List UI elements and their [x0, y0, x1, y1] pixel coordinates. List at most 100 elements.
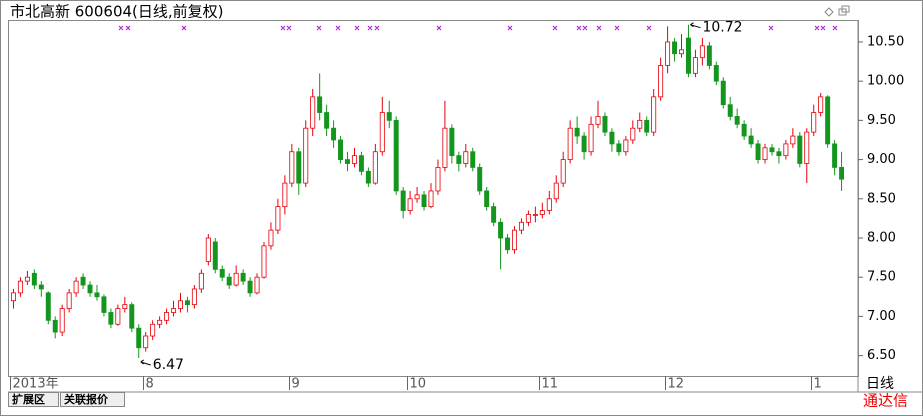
candle-body — [177, 300, 183, 309]
candle-body — [136, 327, 142, 349]
candle-body — [755, 143, 761, 160]
y-tick-label: 9.00 — [867, 152, 896, 167]
candle-body — [825, 96, 831, 145]
candle-body — [630, 127, 636, 141]
candle-body — [59, 308, 65, 333]
candle-body — [672, 41, 678, 55]
candle-body — [372, 151, 378, 184]
candle-body — [463, 151, 469, 164]
candle-body — [198, 272, 204, 290]
annotation-label: 6.47 — [153, 357, 184, 373]
candle-body — [449, 127, 455, 157]
candle-body — [400, 190, 406, 211]
candle-body — [658, 65, 664, 98]
candle-body — [87, 284, 93, 294]
y-tick-label: 10.50 — [867, 34, 904, 49]
candle-body — [609, 131, 615, 145]
candle-body — [38, 284, 44, 290]
tab-label[interactable]: 扩展区 — [12, 392, 45, 406]
y-tick-label: 8.00 — [867, 230, 896, 245]
candle-body — [595, 116, 601, 125]
candle-body — [811, 112, 817, 133]
candle-body — [706, 45, 712, 66]
window-icons — [824, 5, 850, 17]
candle-body — [414, 194, 420, 200]
candle-body — [428, 190, 434, 208]
candle-body — [818, 96, 824, 113]
candle-body — [101, 296, 107, 313]
period-label: 日线 — [866, 376, 894, 392]
candle-body — [122, 304, 128, 309]
y-tick-label: 7.00 — [867, 309, 896, 324]
brand: 通达信 — [863, 392, 908, 410]
candle-body — [171, 308, 177, 313]
y-tick-label: 9.50 — [867, 113, 896, 128]
candle-body — [191, 288, 197, 306]
candle-body — [129, 304, 135, 329]
tab-label[interactable]: 关联报价 — [64, 392, 109, 406]
candle-body — [518, 221, 524, 231]
candle-body — [310, 96, 316, 129]
candle-body — [296, 151, 302, 184]
candle-body — [727, 104, 733, 117]
candle-body — [351, 155, 357, 164]
annotation-arrow — [690, 22, 701, 29]
candle-body — [324, 112, 330, 129]
candle-body — [386, 112, 392, 121]
info-markers — [118, 25, 838, 31]
candle-body — [525, 214, 531, 223]
candle-body — [762, 147, 768, 160]
candle-body — [219, 268, 225, 278]
candle-body — [616, 143, 622, 153]
y-tick-label: 8.50 — [867, 191, 896, 206]
candle-body — [720, 80, 726, 106]
tab[interactable] — [60, 392, 125, 407]
candle-body — [581, 135, 587, 153]
candle-body — [491, 206, 497, 223]
candle-body — [331, 127, 337, 141]
candle-body — [115, 308, 121, 325]
candle-body — [240, 272, 246, 282]
candle-body — [790, 135, 796, 145]
y-tick-label: 7.50 — [867, 270, 896, 285]
candle-body — [282, 182, 288, 208]
candle-body — [783, 143, 789, 157]
candle-body — [94, 292, 100, 298]
candle-body — [567, 127, 573, 160]
x-tick-label: 9 — [292, 377, 300, 392]
candle-body — [553, 182, 559, 200]
candle-body — [184, 300, 190, 306]
candle-body — [769, 147, 775, 153]
candle-body — [470, 151, 476, 168]
candle-body — [108, 312, 114, 325]
candle-body — [317, 96, 323, 113]
candle-body — [679, 49, 685, 55]
candle-body — [588, 123, 594, 153]
candle-body — [247, 280, 253, 294]
annotation-label: 10.72 — [702, 20, 742, 36]
candle-body — [484, 190, 490, 208]
candle-body — [574, 127, 580, 137]
tab[interactable] — [8, 392, 59, 407]
x-tick-label: 10 — [410, 377, 427, 392]
candle-body — [393, 119, 399, 192]
candle-body — [143, 335, 149, 349]
candle-body — [748, 135, 754, 145]
chart-title: 市北高新 600604(日线,前复权) — [10, 3, 224, 21]
y-tick-label: 10.00 — [867, 74, 904, 89]
candle-body — [17, 280, 23, 294]
candle-body — [157, 319, 163, 325]
candle-body — [797, 135, 803, 164]
candle-body — [651, 96, 657, 133]
candle-body — [345, 159, 350, 164]
candle-body — [532, 214, 538, 216]
candle-body — [442, 127, 448, 168]
candle-body — [421, 194, 427, 208]
candle-body — [839, 167, 845, 180]
candle-body — [560, 159, 566, 184]
candle-body — [498, 221, 504, 239]
candle-body — [212, 241, 218, 270]
